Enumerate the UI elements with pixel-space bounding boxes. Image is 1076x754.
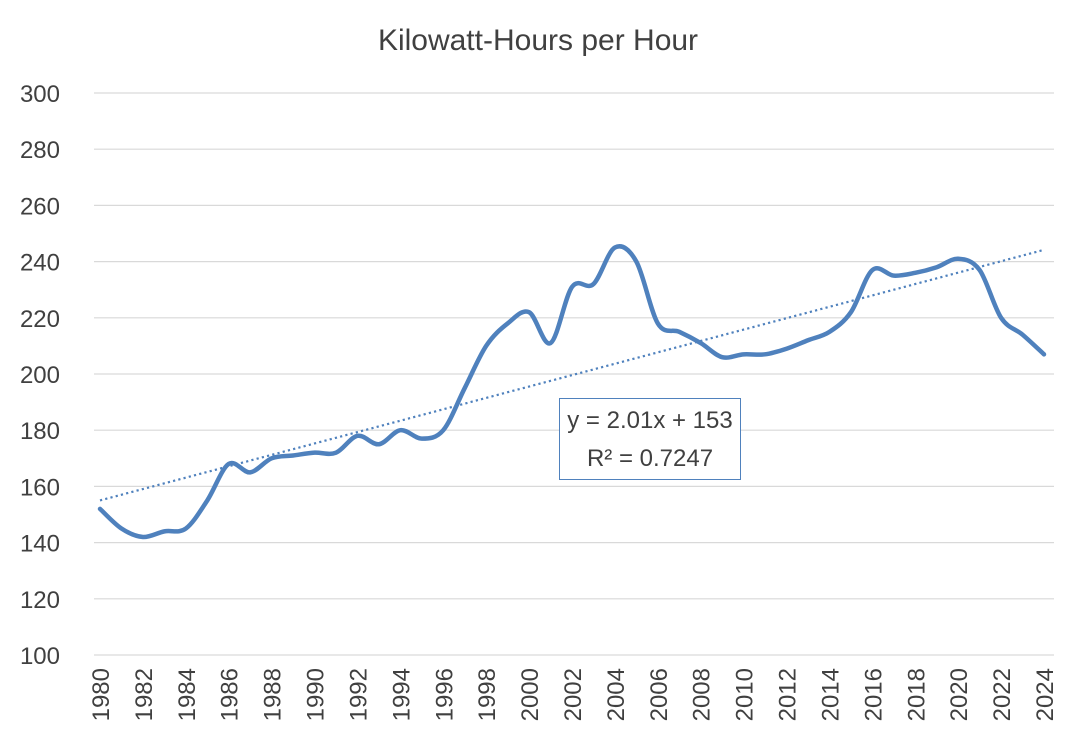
y-tick-label: 200	[20, 362, 60, 389]
data-point-2001	[548, 341, 552, 345]
data-point-1980	[98, 507, 102, 511]
data-point-2000	[527, 310, 531, 314]
series-line-kwh	[97, 244, 1047, 540]
data-point-2010	[741, 352, 745, 356]
data-point-2020	[956, 257, 960, 261]
x-tick-label: 1994	[388, 668, 415, 721]
data-point-1981	[119, 526, 123, 530]
x-tick-label: 1982	[131, 668, 158, 721]
y-tick-label: 140	[20, 531, 60, 558]
y-tick-label: 120	[20, 587, 60, 614]
x-tick-label: 2008	[689, 668, 716, 721]
x-tick-label: 2002	[560, 668, 587, 721]
data-point-2017	[892, 273, 896, 277]
data-point-2015	[849, 310, 853, 314]
data-point-2019	[935, 265, 939, 269]
data-point-2014	[827, 330, 831, 334]
x-tick-label: 1998	[474, 668, 501, 721]
x-tick-label: 2022	[989, 668, 1016, 721]
x-tick-label: 2012	[775, 668, 802, 721]
x-tick-label: 2004	[603, 668, 630, 721]
data-point-1985	[205, 498, 209, 502]
y-tick-label: 240	[20, 250, 60, 277]
gridlines	[94, 92, 1054, 656]
data-point-2022	[999, 316, 1003, 320]
x-tick-label: 2018	[903, 668, 930, 721]
data-point-1996	[441, 428, 445, 432]
data-point-2009	[720, 355, 724, 359]
x-tick-label: 1988	[260, 668, 287, 721]
data-point-2021	[977, 268, 981, 272]
data-point-1990	[312, 450, 316, 454]
y-tick-label: 280	[20, 137, 60, 164]
x-tick-label: 1996	[431, 668, 458, 721]
data-point-2023	[1020, 332, 1024, 336]
y-tick-label: 300	[20, 81, 60, 108]
data-point-2024	[1042, 352, 1046, 356]
chart-title: Kilowatt-Hours per Hour	[378, 24, 698, 57]
data-point-2008	[699, 341, 703, 345]
data-point-1988	[269, 456, 273, 460]
data-point-1992	[355, 434, 359, 438]
data-point-1998	[484, 344, 488, 348]
data-point-2007	[677, 330, 681, 334]
data-point-2018	[913, 271, 917, 275]
x-tick-label: 2010	[732, 668, 759, 721]
data-point-1989	[291, 453, 295, 457]
x-tick-label: 2016	[860, 668, 887, 721]
data-point-2004	[613, 245, 617, 249]
data-point-2002	[570, 285, 574, 289]
y-tick-label: 180	[20, 418, 60, 445]
data-point-1995	[420, 436, 424, 440]
data-point-2016	[870, 268, 874, 272]
data-point-1984	[184, 526, 188, 530]
x-tick-label: 2000	[517, 668, 544, 721]
data-point-1983	[162, 529, 166, 533]
x-tick-label: 2006	[646, 668, 673, 721]
trendline-r-squared: R² = 0.7247	[586, 445, 714, 472]
x-tick-label: 1990	[303, 668, 330, 721]
data-point-1986	[227, 462, 231, 466]
y-axis-ticks: 100 120 140 160 180 200 220 240 260 280 300	[20, 81, 60, 670]
trendline-equation-box: y = 2.01x + 153 R² = 0.7247	[559, 398, 741, 480]
x-tick-label: 1980	[88, 668, 115, 721]
y-tick-label: 100	[20, 643, 60, 670]
x-tick-label: 2014	[817, 668, 844, 721]
series-layer	[97, 244, 1047, 540]
data-point-2005	[634, 259, 638, 263]
x-tick-label: 2024	[1032, 668, 1059, 721]
x-tick-label: 1984	[174, 668, 201, 721]
data-point-1991	[334, 450, 338, 454]
data-point-1994	[398, 428, 402, 432]
x-tick-label: 1986	[217, 668, 244, 721]
data-point-2013	[806, 338, 810, 342]
y-tick-label: 160	[20, 474, 60, 501]
data-point-2011	[763, 352, 767, 356]
x-axis-ticks: 1980 1982 1984 1986 1988 1990 1992 1994 1996 1998…	[88, 668, 1059, 721]
data-point-1982	[141, 535, 145, 539]
data-point-2003	[591, 282, 595, 286]
data-point-2012	[784, 347, 788, 351]
x-tick-label: 1992	[345, 668, 372, 721]
data-point-1997	[463, 386, 467, 390]
y-tick-label: 260	[20, 193, 60, 220]
data-point-2006	[656, 321, 660, 325]
data-point-1987	[248, 470, 252, 474]
trendline-equation: y = 2.01x + 153	[567, 407, 733, 434]
trendline	[99, 248, 1045, 502]
data-point-1999	[505, 321, 509, 325]
x-tick-label: 2020	[946, 668, 973, 721]
y-tick-label: 220	[20, 306, 60, 333]
data-point-1993	[377, 442, 381, 446]
